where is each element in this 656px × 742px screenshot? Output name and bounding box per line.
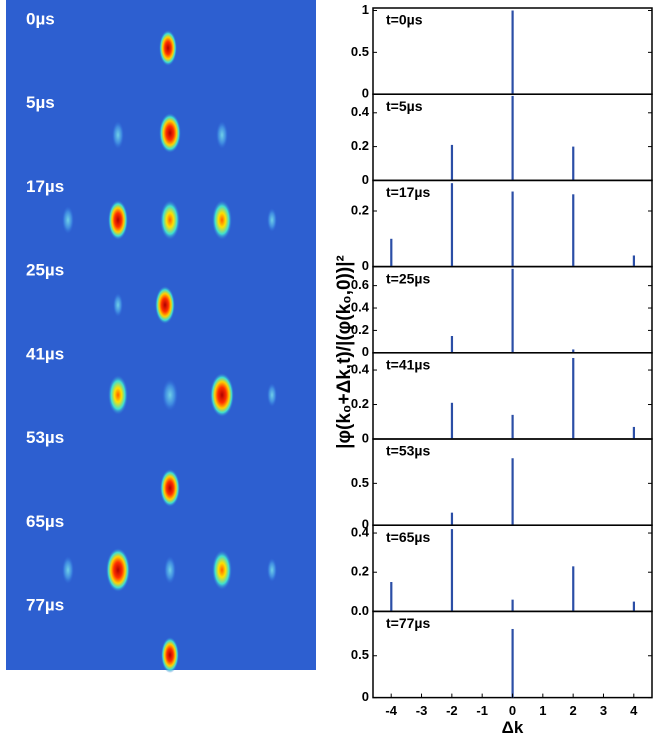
- image-background: [6, 0, 316, 670]
- y-tick-label: 0.5: [351, 44, 369, 59]
- panel-label: t=53µs: [386, 443, 430, 459]
- image-label: 77µs: [26, 596, 64, 615]
- y-tick-label: 0.5: [351, 647, 369, 662]
- panel-label: t=77µs: [386, 615, 430, 631]
- bar: [632, 601, 636, 612]
- bar: [511, 458, 514, 526]
- x-tick-label: 1: [539, 703, 546, 718]
- y-tick-label: 0.2: [351, 202, 369, 217]
- y-tick-label: 0: [362, 689, 369, 704]
- panel-label: t=5µs: [386, 98, 423, 114]
- panel-label: t=0µs: [386, 12, 423, 28]
- bar: [511, 268, 514, 353]
- image-column: [6, 0, 316, 673]
- bar: [511, 191, 514, 267]
- image-label: 5µs: [26, 93, 55, 112]
- bar: [572, 349, 575, 353]
- x-tick-label: 4: [630, 703, 638, 718]
- y-tick-label: 0.2: [351, 564, 369, 579]
- bar: [450, 402, 454, 439]
- y-tick-label: 0: [362, 86, 369, 101]
- bar: [511, 414, 514, 439]
- panel-label: t=65µs: [386, 529, 430, 545]
- bar: [450, 529, 454, 612]
- x-tick-label: 0: [509, 703, 516, 718]
- y-tick-label: 0: [362, 344, 369, 359]
- y-tick-label: 0: [362, 430, 369, 445]
- image-label: 53µs: [26, 428, 64, 447]
- x-tick-label: -4: [385, 703, 397, 718]
- x-axis-label: Δk: [502, 718, 524, 737]
- y-tick-label: 0.2: [351, 138, 369, 153]
- image-label: 65µs: [26, 512, 64, 531]
- y-axis-label: |φ(k₀+Δk,t)/|(φ(k₀,0))|²: [334, 255, 355, 449]
- image-label: 0µs: [26, 9, 55, 28]
- panel-label: t=17µs: [386, 184, 430, 200]
- y-tick-label: 0.2: [351, 396, 369, 411]
- axes-frame: [372, 610, 653, 699]
- y-tick-label: 0: [362, 517, 369, 532]
- blobs: [62, 30, 277, 673]
- image-label: 25µs: [26, 261, 64, 280]
- bar: [450, 183, 454, 267]
- bar: [511, 95, 514, 181]
- y-tick-label: 0.6: [351, 277, 369, 292]
- bar: [390, 238, 393, 267]
- bar: [632, 426, 636, 439]
- bar: [511, 599, 514, 612]
- image-label: 17µs: [26, 177, 64, 196]
- x-tick-label: -3: [416, 703, 428, 718]
- image-label: 41µs: [26, 344, 64, 363]
- bar: [450, 144, 454, 181]
- bar: [572, 146, 575, 181]
- y-tick-label: 0.0: [351, 603, 369, 618]
- bar: [572, 194, 575, 267]
- x-tick-label: -1: [476, 703, 488, 718]
- y-tick-label: 0.5: [351, 475, 369, 490]
- x-tick-label: -2: [446, 703, 458, 718]
- bar: [511, 628, 514, 698]
- y-tick-label: 0.4: [351, 524, 370, 539]
- panel-label: t=25µs: [386, 270, 430, 286]
- y-tick-label: 0.4: [351, 104, 370, 119]
- bar: [572, 357, 575, 439]
- bar: [572, 566, 575, 612]
- x-tick-label: 3: [600, 703, 607, 718]
- y-tick-label: 0: [362, 172, 369, 187]
- y-tick-label: 0.4: [351, 361, 370, 376]
- bar: [632, 255, 636, 267]
- y-tick-label: 0: [362, 258, 369, 273]
- bar: [511, 10, 514, 95]
- bar: [390, 582, 393, 612]
- bar: [450, 512, 454, 526]
- panel-label: t=41µs: [386, 357, 430, 373]
- x-tick-label: 2: [570, 703, 577, 718]
- y-tick-label: 0.2: [351, 322, 369, 337]
- y-tick-label: 1: [362, 2, 369, 17]
- y-tick-label: 0.4: [351, 299, 370, 314]
- bar: [450, 336, 454, 353]
